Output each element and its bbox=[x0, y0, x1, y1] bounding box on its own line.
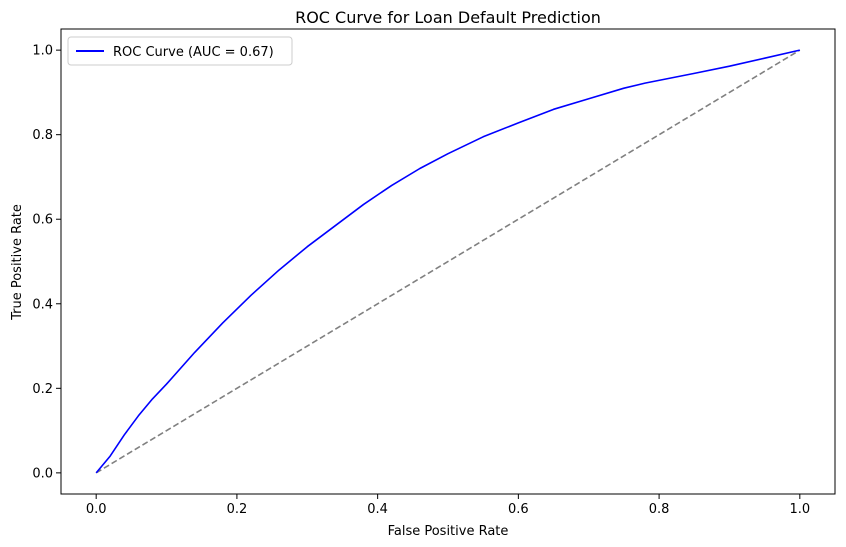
x-tick-label: 0.2 bbox=[227, 502, 248, 517]
x-tick-label: 1.0 bbox=[789, 502, 810, 517]
x-axis-label: False Positive Rate bbox=[388, 524, 509, 539]
y-tick-label: 0.6 bbox=[32, 213, 53, 228]
y-axis-ticks: 0.0 0.2 0.4 0.6 0.8 1.0 bbox=[32, 44, 61, 481]
y-tick-label: 1.0 bbox=[32, 44, 53, 59]
chart-title: ROC Curve for Loan Default Prediction bbox=[295, 8, 601, 27]
plot-area-frame bbox=[60, 28, 836, 495]
x-tick-label: 0.6 bbox=[508, 502, 529, 517]
series-layer bbox=[95, 49, 801, 474]
x-axis-ticks: 0.0 0.2 0.4 0.6 0.8 1.0 bbox=[86, 494, 810, 517]
y-tick-label: 0.4 bbox=[32, 297, 53, 312]
y-axis-label: True Positive Rate bbox=[10, 204, 25, 321]
chance-diagonal-line bbox=[95, 49, 801, 474]
y-tick-label: 0.8 bbox=[32, 128, 53, 143]
x-tick-label: 0.4 bbox=[367, 502, 388, 517]
y-tick-label: 0.2 bbox=[32, 382, 53, 397]
x-tick-label: 0.8 bbox=[649, 502, 670, 517]
y-tick-label: 0.0 bbox=[32, 466, 53, 481]
legend-label-roc: ROC Curve (AUC = 0.67) bbox=[113, 45, 274, 60]
x-tick-label: 0.0 bbox=[86, 502, 107, 517]
legend-box bbox=[67, 36, 293, 66]
legend: ROC Curve (AUC = 0.67) bbox=[67, 36, 293, 66]
roc-curve-line bbox=[95, 49, 800, 474]
